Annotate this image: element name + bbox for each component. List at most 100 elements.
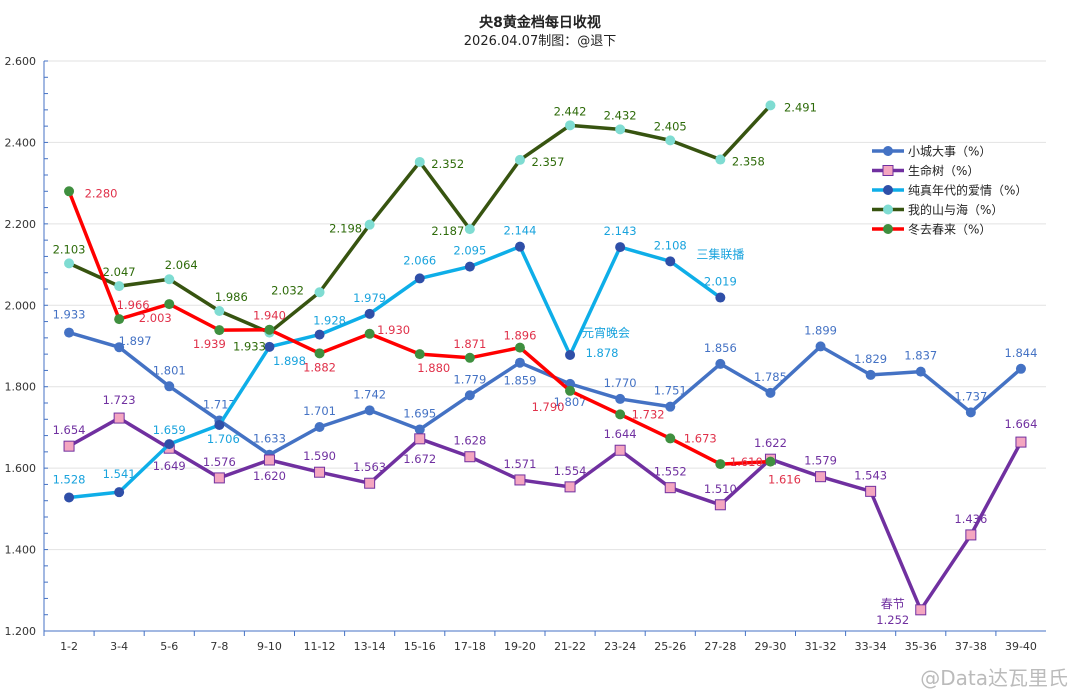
legend-marker [883,204,893,215]
data-point [665,433,676,444]
data-point [213,472,225,484]
data-point [464,261,475,272]
data-point [815,341,826,352]
data-label: 1.742 [353,387,386,401]
data-label: 1.552 [654,465,687,479]
data-label: 2.108 [654,238,687,252]
series-line [68,330,1023,457]
data-point [464,224,475,235]
watermark: @Data达瓦里氏 [920,666,1068,690]
data-point [815,471,827,483]
data-label: 1.790 [532,400,565,414]
x-tick-label: 3-4 [110,640,128,653]
data-label: 1.723 [103,393,136,407]
data-label: 1.966 [117,298,150,312]
data-label: 1.829 [854,352,887,366]
data-label: 1.986 [215,290,248,304]
data-label: 1.779 [453,372,486,386]
data-label: 1.880 [417,361,450,375]
data-label: 1.554 [554,464,587,478]
data-point [64,186,75,197]
data-point [1015,436,1027,448]
data-point [965,407,976,418]
data-point [615,409,626,420]
legend-label: 生命树（%） [908,163,979,178]
data-point [314,329,325,340]
data-point [514,474,526,486]
data-label: 1.622 [754,436,787,450]
data-label: 2.358 [732,155,765,169]
data-label: 1.610 [730,455,763,469]
data-point [214,325,225,336]
series-line [68,244,722,500]
data-label: 1.644 [604,427,637,441]
x-tick-label: 37-38 [955,640,987,653]
data-point [514,357,525,368]
data-point [114,487,125,498]
x-tick-label: 7-8 [210,640,228,653]
annotation: 元宵晚会 [582,325,630,340]
x-tick-label: 31-32 [805,640,837,653]
data-point [715,154,726,165]
data-point [364,405,375,416]
x-tick-label: 5-6 [160,640,178,653]
data-label: 1.933 [53,308,86,322]
data-label: 1.801 [153,363,186,377]
data-label: 1.770 [604,376,637,390]
data-point [765,387,776,398]
data-label: 2.187 [431,224,464,238]
legend-label: 冬去春来（%） [908,222,991,237]
data-point [64,492,75,503]
y-tick-label: 1.800 [5,381,37,394]
data-point [514,154,525,165]
data-point [164,439,175,450]
data-point [865,369,876,380]
y-tick-label: 2.600 [5,55,37,68]
data-point [114,342,125,353]
data-point [514,342,525,353]
data-point [665,256,676,267]
data-point [965,529,977,541]
y-tick-label: 1.600 [5,462,37,475]
data-label: 2.352 [431,157,464,171]
data-label: 1.859 [503,374,536,388]
legend-label: 我的山与海（%） [908,202,1003,217]
data-point [263,454,275,466]
y-tick-label: 2.400 [5,136,37,149]
data-point [364,308,375,319]
y-tick-label: 1.200 [5,625,37,638]
x-tick-label: 23-24 [604,640,636,653]
data-point [63,440,75,452]
data-label: 1.933 [233,340,266,354]
data-label: 1.807 [554,395,587,409]
data-point [214,419,225,430]
x-tick-label: 21-22 [554,640,586,653]
data-point [113,412,125,424]
data-point [614,444,626,456]
data-point [865,485,877,497]
data-label: 1.837 [904,349,937,363]
data-point [314,422,325,433]
x-tick-label: 29-30 [754,640,786,653]
data-point [714,499,726,511]
data-label: 1.543 [854,468,887,482]
x-tick-label: 17-18 [454,640,486,653]
data-point [264,324,275,335]
data-point [665,135,676,146]
data-point [64,327,75,338]
data-label: 2.064 [165,258,198,272]
data-label: 1.940 [253,309,286,323]
data-label: 1.528 [53,472,86,486]
legend-marker [883,185,893,195]
series-line [68,416,1023,612]
data-label: 1.541 [103,467,136,481]
data-point [414,349,425,360]
data-label: 1.628 [453,434,486,448]
data-label: 1.701 [303,404,336,418]
y-tick-label: 1.400 [5,544,37,557]
data-point [564,481,576,493]
data-label: 1.979 [353,291,386,305]
data-point [164,274,175,285]
data-label: 2.280 [85,186,118,200]
data-label: 2.198 [329,222,362,236]
